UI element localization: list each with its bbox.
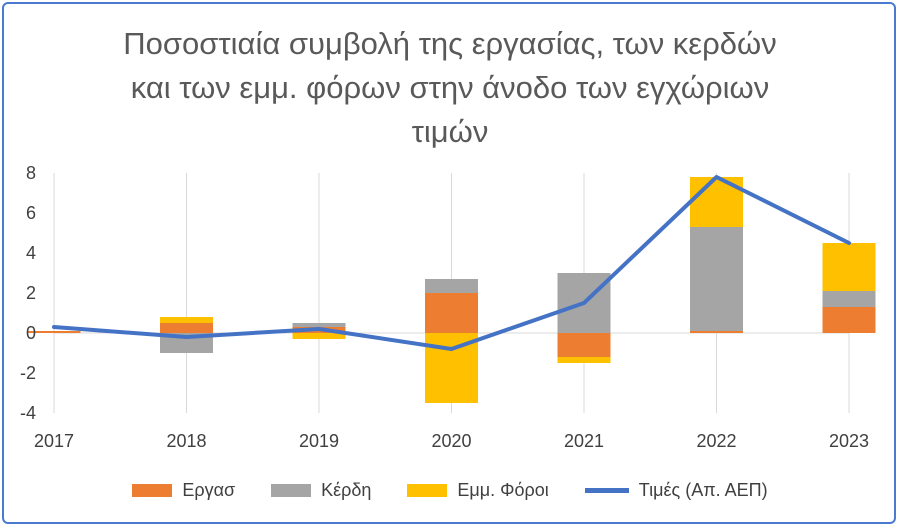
- price-line: [52, 175, 851, 351]
- bar-Κέρδη-2022: [690, 227, 743, 331]
- y-tick-label: 2: [26, 283, 36, 303]
- bar-Κέρδη-2023: [822, 291, 876, 307]
- chart-title: Ποσοστιαία συμβολή της εργασίας, των κερ…: [0, 22, 900, 154]
- bar-Εμμ-Φόροι-2021: [557, 357, 611, 363]
- x-tick-label: 2018: [166, 431, 206, 451]
- bar-Εμμ-Φόροι-2019: [292, 333, 346, 339]
- y-tick-label: 6: [26, 203, 36, 223]
- legend-swatch-prices: [584, 488, 629, 493]
- x-axis-ticks: 2017 2018 2019 2020 2021 2022 2023: [34, 431, 869, 451]
- legend-item-profits: Κέρδη: [271, 480, 371, 501]
- chart-title-line-1: Ποσοστιαία συμβολή της εργασίας, των κερ…: [123, 26, 777, 61]
- chart-title-line-3: τιμών: [411, 114, 489, 149]
- legend-label-prices: Τιμές (Απ. ΑΕΠ): [638, 480, 768, 500]
- bar-Κέρδη-2019: [292, 323, 346, 327]
- chart-title-line-2: και των εμμ. φόρων στην άνοδο των εγχώρι…: [130, 70, 770, 105]
- legend-swatch-profits: [271, 484, 312, 497]
- bar-Κέρδη-2020: [425, 279, 478, 293]
- y-tick-label: -2: [20, 363, 36, 383]
- legend-label-taxes: Εμμ. Φόροι: [457, 480, 549, 500]
- legend-item-prices: Τιμές (Απ. ΑΕΠ): [584, 480, 768, 501]
- legend-swatch-labour: [132, 484, 173, 497]
- bar-Εργασ-2022: [690, 331, 743, 333]
- y-tick-label: -4: [20, 403, 36, 423]
- legend-swatch-taxes: [407, 484, 448, 497]
- bar-Εργασ-2020: [425, 293, 478, 333]
- legend-label-profits: Κέρδη: [321, 480, 372, 500]
- x-tick-label: 2019: [299, 431, 339, 451]
- x-tick-label: 2020: [431, 431, 471, 451]
- y-tick-label: 4: [26, 243, 36, 263]
- legend-item-labour: Εργασ: [132, 480, 235, 501]
- x-tick-label: 2022: [696, 431, 736, 451]
- legend-label-labour: Εργασ: [182, 480, 236, 500]
- bar-Εργασ-2018: [160, 323, 213, 333]
- x-tick-label: 2021: [564, 431, 604, 451]
- y-tick-label: 0: [26, 323, 36, 343]
- bar-Εργασ-2023: [822, 307, 876, 333]
- x-tick-label: 2017: [34, 431, 74, 451]
- y-axis-ticks: 8 6 4 2 0 -2 -4: [20, 163, 36, 423]
- bar-Εμμ-Φόροι-2023: [822, 243, 876, 291]
- bar-Εργασ-2021: [557, 333, 611, 357]
- bar-Εργασ-2017: [27, 331, 81, 333]
- y-tick-label: 8: [26, 163, 36, 183]
- bar-Εμμ-Φόροι-2018: [160, 317, 213, 323]
- legend: Εργασ Κέρδη Εμμ. Φόροι Τιμές (Απ. ΑΕΠ): [0, 480, 900, 501]
- legend-item-taxes: Εμμ. Φόροι: [407, 480, 549, 501]
- x-tick-label: 2023: [829, 431, 869, 451]
